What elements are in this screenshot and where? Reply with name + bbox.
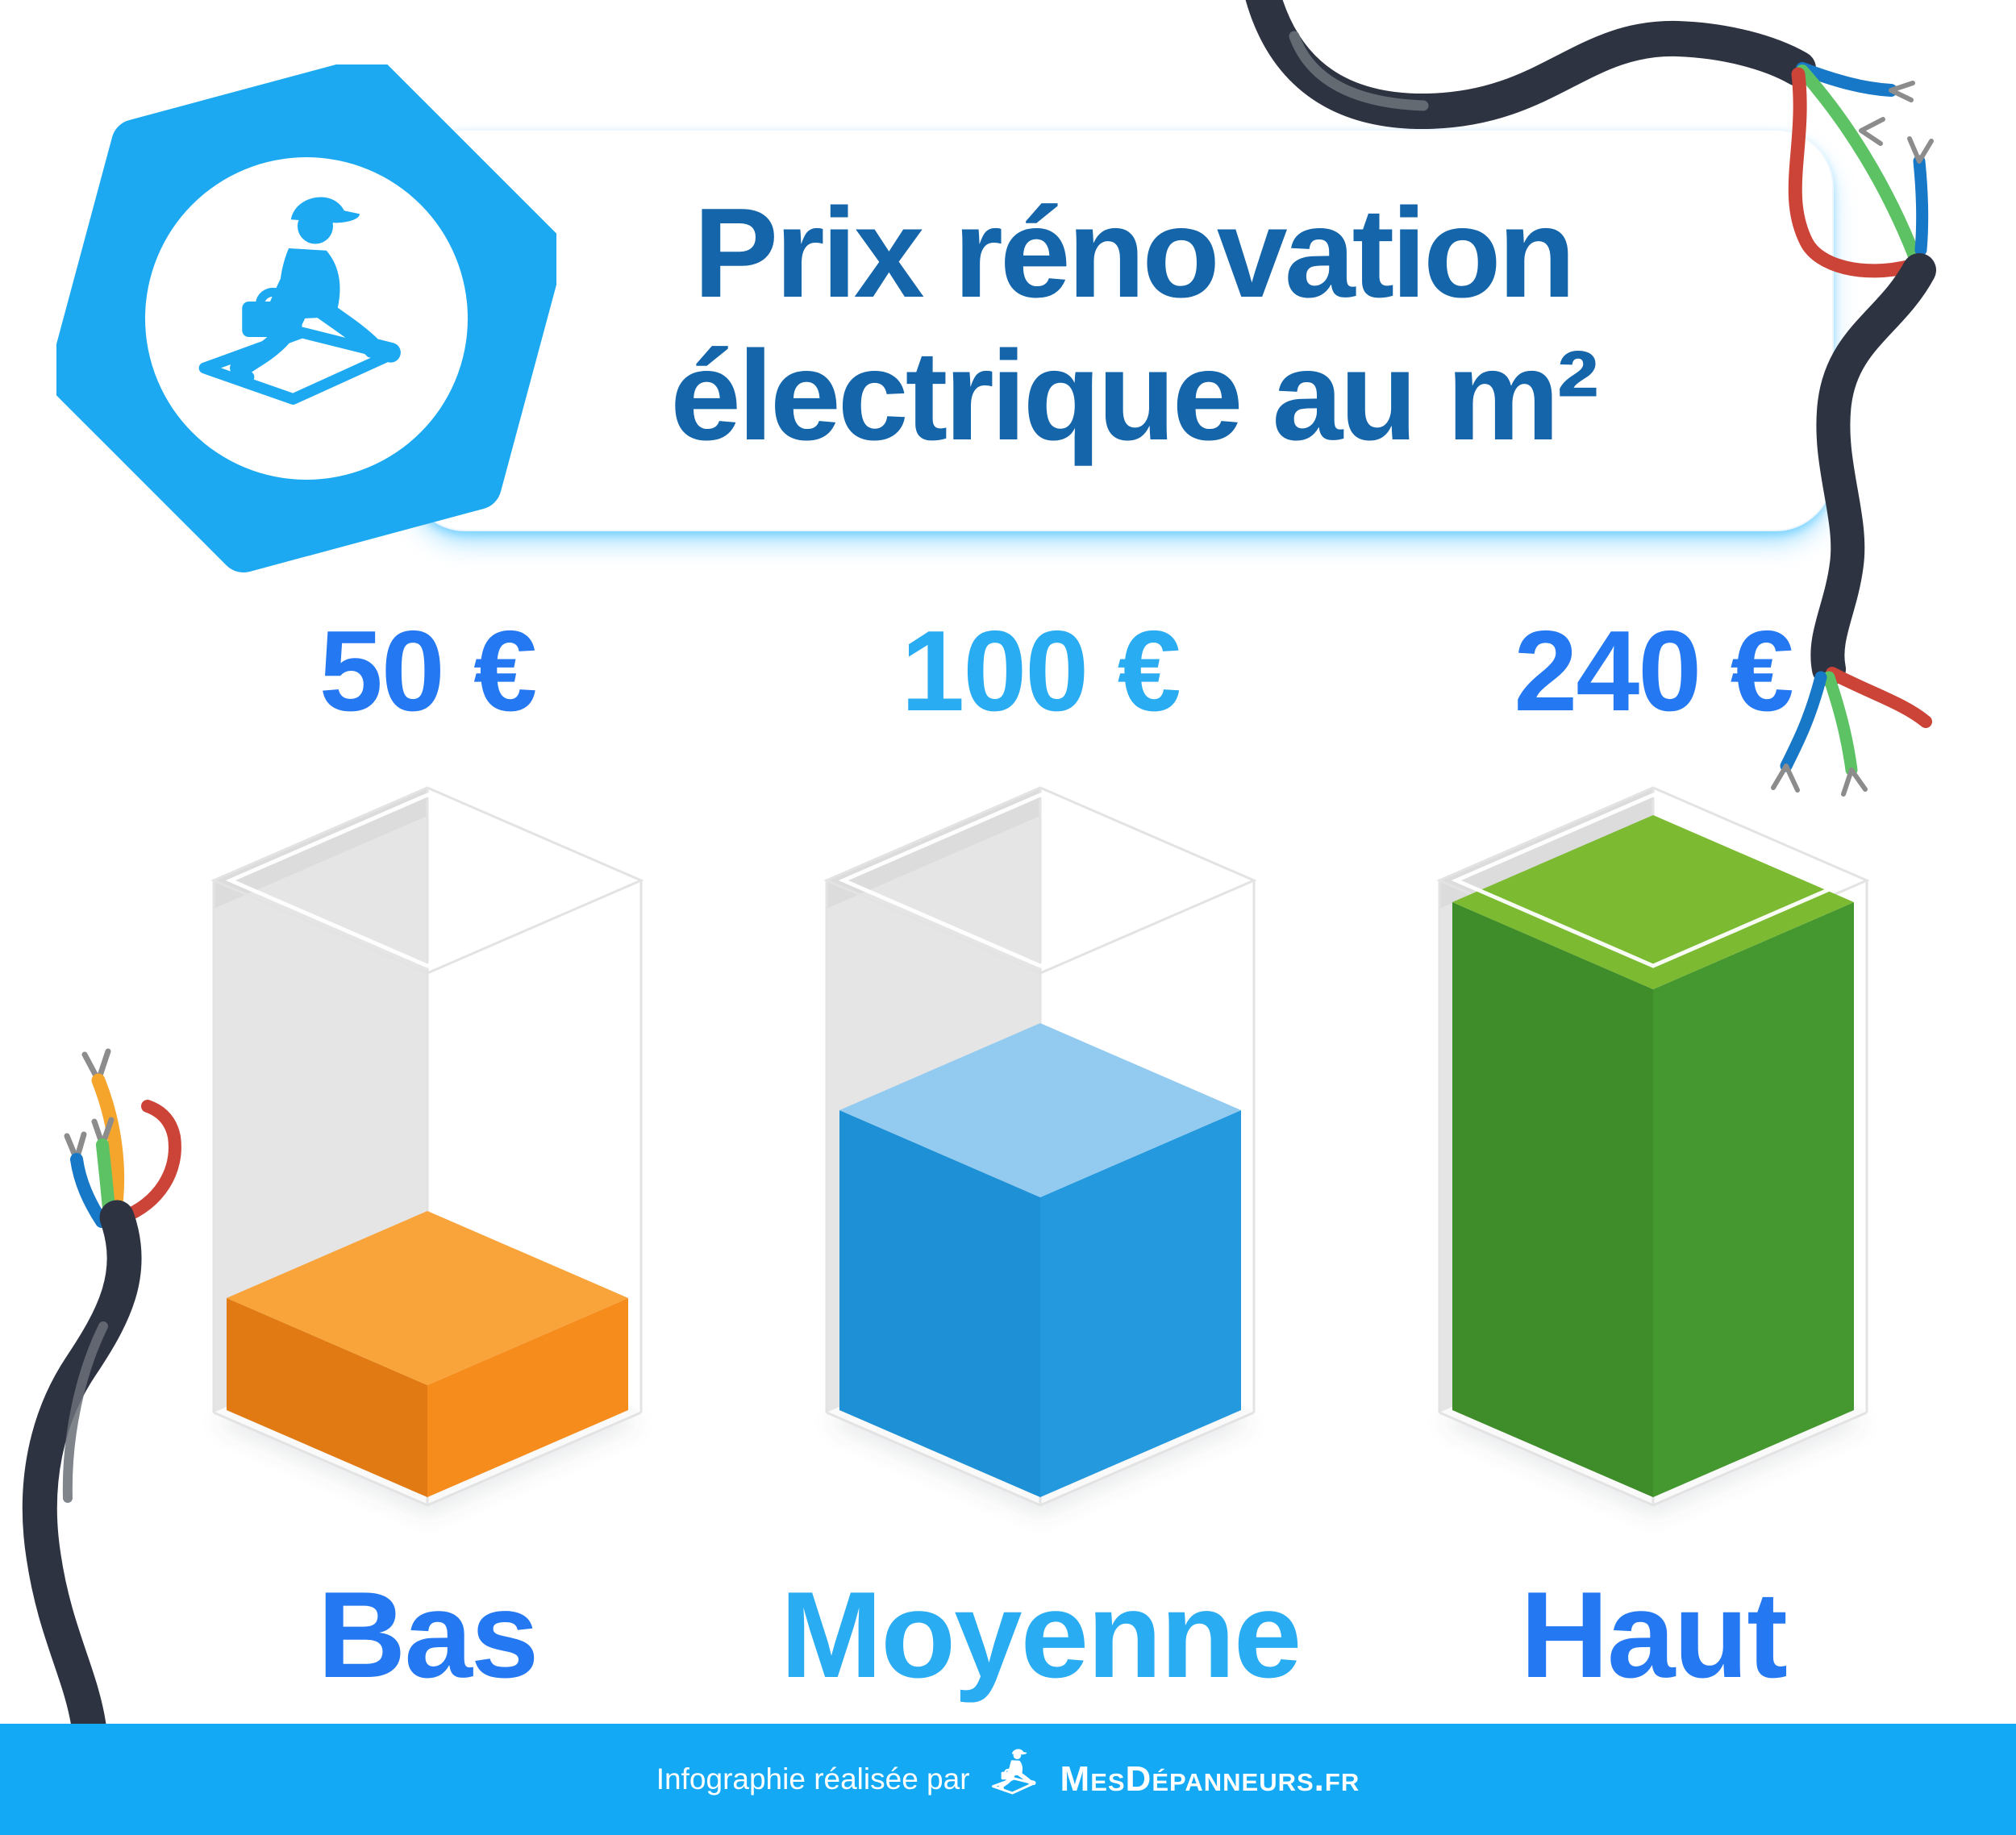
price-label-bas: 50 € <box>319 607 537 735</box>
price-label-moyenne: 100 € <box>901 607 1181 735</box>
mesdepanneurs-worker-icon <box>986 1745 1044 1803</box>
category-label-moyenne: Moyenne <box>780 1567 1302 1704</box>
bar-column-moyenne <box>823 786 1257 1517</box>
logo-circle <box>145 157 468 480</box>
footer-credit-text: Infographie réalisée par <box>656 1762 970 1795</box>
footer-bar: Infographie réalisée par MesDépanneurs.f… <box>0 1724 2016 1835</box>
bar-column-bas <box>210 786 644 1517</box>
page-title: Prix rénovation électrique au m² <box>435 182 1831 468</box>
category-label-haut: Haut <box>1520 1567 1788 1704</box>
title-card <box>407 129 1834 531</box>
footer-brand: MesDépanneurs.fr <box>1060 1759 1360 1799</box>
page-title-line1: Prix rénovation <box>693 182 1576 324</box>
bar-column-haut <box>1436 786 1870 1517</box>
mesdepanneurs-hexagon-logo <box>56 64 556 572</box>
page-title-line2: électrique au m² <box>670 324 1599 467</box>
price-label-haut: 240 € <box>1514 607 1793 735</box>
category-label-bas: Bas <box>317 1567 539 1704</box>
